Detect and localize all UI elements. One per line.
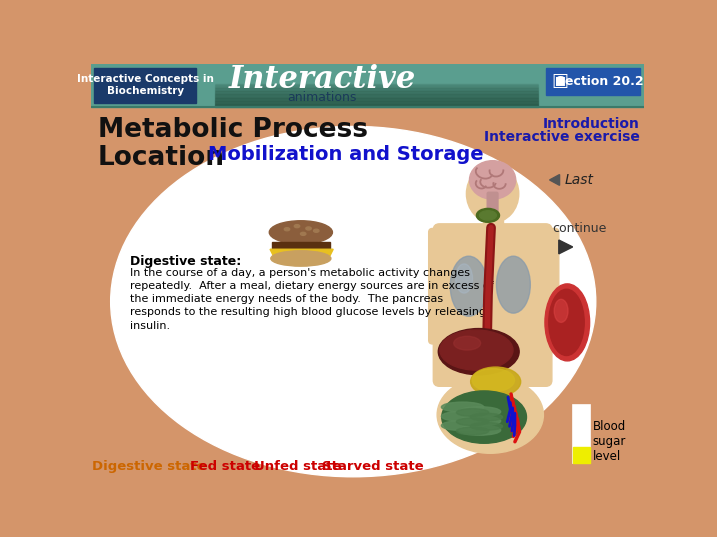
Ellipse shape bbox=[458, 425, 500, 435]
Ellipse shape bbox=[271, 251, 331, 266]
Bar bbox=[214, 99, 538, 100]
Ellipse shape bbox=[455, 264, 473, 293]
Bar bbox=[214, 104, 538, 105]
Ellipse shape bbox=[496, 256, 531, 313]
Bar bbox=[214, 106, 538, 107]
Bar bbox=[214, 95, 538, 96]
Bar bbox=[214, 84, 538, 85]
Ellipse shape bbox=[476, 208, 500, 222]
Ellipse shape bbox=[480, 211, 496, 220]
Bar bbox=[214, 85, 538, 86]
FancyBboxPatch shape bbox=[429, 228, 452, 344]
Ellipse shape bbox=[110, 126, 596, 477]
Bar bbox=[214, 102, 538, 103]
Ellipse shape bbox=[458, 407, 500, 417]
Ellipse shape bbox=[554, 299, 568, 322]
Polygon shape bbox=[559, 240, 573, 254]
Polygon shape bbox=[270, 249, 333, 256]
Text: Introduction: Introduction bbox=[543, 117, 640, 131]
Ellipse shape bbox=[438, 329, 519, 375]
Text: Fed state: Fed state bbox=[190, 460, 260, 473]
Text: Unfed state: Unfed state bbox=[254, 460, 341, 473]
Text: Last: Last bbox=[564, 173, 593, 187]
Bar bbox=[214, 87, 538, 88]
Ellipse shape bbox=[549, 289, 584, 355]
Ellipse shape bbox=[285, 228, 290, 231]
FancyBboxPatch shape bbox=[487, 192, 498, 212]
FancyBboxPatch shape bbox=[433, 224, 552, 386]
Ellipse shape bbox=[294, 224, 300, 228]
Bar bbox=[214, 91, 538, 92]
Ellipse shape bbox=[442, 411, 484, 422]
Text: Digestive state: Digestive state bbox=[92, 460, 206, 473]
Ellipse shape bbox=[473, 368, 515, 391]
Text: Mobilization and Storage: Mobilization and Storage bbox=[208, 146, 483, 164]
Ellipse shape bbox=[545, 284, 589, 361]
Ellipse shape bbox=[440, 330, 513, 370]
Bar bbox=[214, 90, 538, 91]
Ellipse shape bbox=[454, 336, 480, 350]
Ellipse shape bbox=[470, 413, 503, 421]
Bar bbox=[574, 405, 590, 463]
Text: ▣: ▣ bbox=[551, 72, 568, 90]
Bar bbox=[214, 86, 538, 87]
Bar bbox=[95, 68, 196, 103]
Ellipse shape bbox=[457, 409, 489, 416]
Ellipse shape bbox=[437, 376, 543, 453]
Text: Blood
sugar
level: Blood sugar level bbox=[593, 420, 626, 463]
Text: Interactive: Interactive bbox=[229, 64, 416, 96]
Ellipse shape bbox=[466, 165, 519, 223]
Ellipse shape bbox=[442, 420, 484, 431]
Bar bbox=[214, 96, 538, 97]
Bar bbox=[214, 105, 538, 106]
Bar bbox=[546, 68, 640, 95]
Bar bbox=[214, 98, 538, 99]
Text: Interactive exercise: Interactive exercise bbox=[484, 130, 640, 144]
Ellipse shape bbox=[300, 233, 306, 235]
Ellipse shape bbox=[470, 367, 521, 396]
Ellipse shape bbox=[442, 402, 484, 412]
Text: In the course of a day, a person's metabolic activity changes
repeatedly.  After: In the course of a day, a person's metab… bbox=[130, 268, 493, 330]
Text: Digestive state:: Digestive state: bbox=[130, 256, 241, 268]
Ellipse shape bbox=[306, 227, 311, 230]
Bar bbox=[214, 93, 538, 95]
Bar bbox=[92, 64, 643, 107]
Bar bbox=[214, 100, 538, 101]
Ellipse shape bbox=[442, 391, 526, 443]
Bar bbox=[214, 89, 538, 90]
Ellipse shape bbox=[458, 416, 500, 426]
Bar bbox=[214, 97, 538, 98]
Text: Interactive Concepts in
Biochemistry: Interactive Concepts in Biochemistry bbox=[77, 75, 214, 96]
Bar bbox=[574, 447, 590, 463]
Polygon shape bbox=[549, 175, 559, 185]
Text: Section 20.2: Section 20.2 bbox=[556, 75, 643, 88]
Ellipse shape bbox=[470, 161, 516, 199]
Ellipse shape bbox=[313, 229, 319, 233]
Ellipse shape bbox=[457, 418, 489, 425]
Bar bbox=[214, 103, 538, 104]
Ellipse shape bbox=[457, 427, 489, 435]
FancyBboxPatch shape bbox=[536, 228, 559, 297]
Bar bbox=[483, 215, 503, 236]
Text: Metabolic Process: Metabolic Process bbox=[98, 117, 368, 143]
Bar bbox=[214, 92, 538, 93]
Ellipse shape bbox=[270, 221, 333, 244]
Text: Location: Location bbox=[98, 146, 224, 171]
Text: animations: animations bbox=[288, 91, 357, 104]
Ellipse shape bbox=[470, 423, 503, 430]
Bar bbox=[272, 242, 330, 250]
Text: continue: continue bbox=[552, 222, 607, 235]
Text: Starved state: Starved state bbox=[323, 460, 424, 473]
Bar bbox=[214, 88, 538, 89]
Bar bbox=[214, 101, 538, 102]
Ellipse shape bbox=[450, 256, 487, 316]
